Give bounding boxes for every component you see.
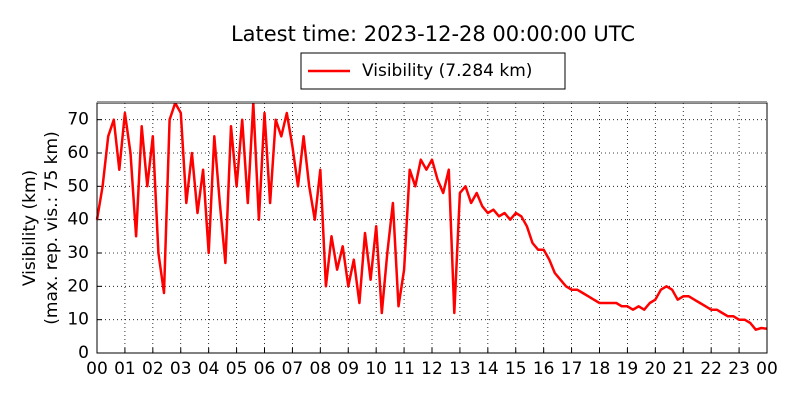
x-tick-label: 20 bbox=[645, 359, 667, 379]
x-tick-label: 06 bbox=[254, 359, 276, 379]
x-tick-label: 12 bbox=[421, 359, 443, 379]
x-tick-label: 00 bbox=[756, 359, 778, 379]
x-tick-label: 05 bbox=[226, 359, 248, 379]
x-tick-label: 13 bbox=[449, 359, 471, 379]
y-tick-label: 0 bbox=[78, 343, 89, 363]
chart-title: Latest time: 2023-12-28 00:00:00 UTC bbox=[231, 22, 635, 46]
x-tick-label: 19 bbox=[617, 359, 639, 379]
y-label-line: Visibility (km) bbox=[20, 170, 40, 286]
x-tick-label: 00 bbox=[86, 359, 108, 379]
legend: Visibility (7.284 km) bbox=[300, 52, 566, 90]
y-tick-label: 70 bbox=[67, 110, 89, 130]
y-axis-label: Visibility (km) (max. rep. vis.: 75 km) bbox=[20, 131, 62, 324]
y-tick-label: 40 bbox=[67, 210, 89, 230]
x-tick-label: 23 bbox=[728, 359, 750, 379]
x-tick-label: 08 bbox=[310, 359, 332, 379]
x-tick-label: 18 bbox=[589, 359, 611, 379]
x-tick-label: 16 bbox=[533, 359, 555, 379]
x-tick-label: 02 bbox=[142, 359, 164, 379]
x-tick-label: 03 bbox=[170, 359, 192, 379]
y-tick-label: 60 bbox=[67, 143, 89, 163]
y-tick-label: 30 bbox=[67, 243, 89, 263]
y-tick-label: 50 bbox=[67, 176, 89, 196]
x-tick-label: 01 bbox=[114, 359, 136, 379]
y-label-line: (max. rep. vis.: 75 km) bbox=[42, 131, 62, 324]
x-tick-label: 07 bbox=[282, 359, 304, 379]
x-tick-label: 14 bbox=[477, 359, 499, 379]
y-tick-label: 20 bbox=[67, 276, 89, 296]
x-tick-label: 15 bbox=[505, 359, 527, 379]
x-tick-label: 17 bbox=[561, 359, 583, 379]
x-tick-label: 09 bbox=[337, 359, 359, 379]
x-tick-label: 11 bbox=[393, 359, 415, 379]
x-tick-label: 21 bbox=[672, 359, 694, 379]
x-tick-label: 22 bbox=[700, 359, 722, 379]
x-tick-label: 10 bbox=[365, 359, 387, 379]
x-tick-label: 04 bbox=[198, 359, 220, 379]
legend-label: Visibility (7.284 km) bbox=[362, 61, 532, 81]
y-tick-label: 10 bbox=[67, 310, 89, 330]
series-line bbox=[95, 101, 768, 331]
